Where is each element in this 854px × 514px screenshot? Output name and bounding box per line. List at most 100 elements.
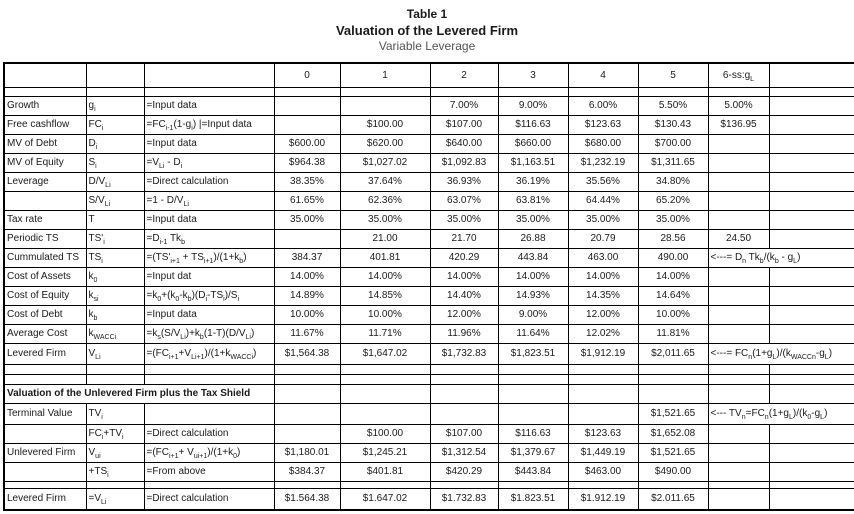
row-symbol: FCi xyxy=(85,114,145,135)
row-symbol: TSi xyxy=(85,247,145,268)
value-cell xyxy=(273,402,341,425)
section-row: Valuation of the Unlevered Firm plus the… xyxy=(3,383,854,404)
value-cell xyxy=(567,402,639,425)
empty-cell xyxy=(273,480,341,489)
row-formula: =Input data xyxy=(143,95,275,116)
column-header: 3 xyxy=(497,62,569,88)
empty-cell xyxy=(339,373,431,385)
empty-cell xyxy=(339,363,431,375)
value-cell: $1,521.65 xyxy=(637,402,709,425)
value-cell: 463.00 xyxy=(567,247,639,268)
table-row: Average Cost kWACCi =ks(S/VLi)+kb(1-T)(D/V… xyxy=(3,323,854,344)
value-cell: $100.00 xyxy=(339,423,431,444)
empty-cell xyxy=(3,373,87,385)
value-cell: $107.00 xyxy=(429,114,499,135)
empty-cell xyxy=(429,373,499,385)
value-cell: $116.63 xyxy=(497,114,569,135)
table-row: FCi+TVi =Direct calculation $100.00 $107.00… xyxy=(3,423,854,444)
row-formula: =(FCi+1+VLi+1)/(1+kWACCi) xyxy=(143,342,275,365)
table-row: MV of Equity Si =VLi - Di $964.38 $1,027.02 $… xyxy=(3,152,854,173)
value-cell: $100.00 xyxy=(339,114,431,135)
row-formula: =(TS'i+1 + TSi+1)/(1+kb) xyxy=(143,247,275,268)
row-symbol: Si xyxy=(85,152,145,173)
value-cell xyxy=(707,442,770,463)
empty-cell xyxy=(768,133,854,154)
row-formula: =(FCi+1+ Vui+1)/(1+k0) xyxy=(143,442,275,463)
value-cell: $1,449.19 xyxy=(567,442,639,463)
value-cell: $660.00 xyxy=(497,133,569,154)
empty-cell xyxy=(273,373,341,385)
value-cell: $1,232.19 xyxy=(567,152,639,173)
empty-cell xyxy=(143,480,275,489)
row-symbol: D/VLi xyxy=(85,171,145,192)
empty-cell xyxy=(768,423,854,444)
value-cell: 65.20% xyxy=(637,190,709,211)
value-cell: $1,311.65 xyxy=(637,152,709,173)
value-cell: $680.00 xyxy=(567,133,639,154)
corner-cell xyxy=(143,62,275,88)
value-cell: 14.40% xyxy=(429,285,499,306)
empty-cell xyxy=(707,373,770,385)
value-cell: 5.00% xyxy=(707,95,770,116)
empty-cell xyxy=(339,86,431,97)
empty-cell xyxy=(637,86,709,97)
table-title-block: Table 1 Valuation of the Levered Firm Va… xyxy=(0,0,854,55)
section-title: Valuation of the Unlevered Firm plus the… xyxy=(3,383,275,404)
value-cell: $600.00 xyxy=(273,133,341,154)
value-cell: $1,647.02 xyxy=(339,342,431,365)
value-cell: 37.64% xyxy=(339,171,431,192)
valuation-table-body: 0 1 2 3 4 5 6-ss:gL Growth gi =Input data 7.00% 9.0… xyxy=(3,62,854,511)
row-symbol: +TSi xyxy=(85,461,145,482)
row-formula: =Input data xyxy=(143,304,275,325)
value-cell: 35.00% xyxy=(637,209,709,230)
value-cell: 63.07% xyxy=(429,190,499,211)
value-cell: $1.823.51 xyxy=(497,487,569,511)
value-cell: $1,564.38 xyxy=(273,342,341,365)
empty-cell xyxy=(768,487,854,511)
comment-cell: <---= Dn Tkb/(kb - gL) xyxy=(707,247,854,268)
value-cell: 14.00% xyxy=(273,266,341,287)
empty-cell xyxy=(637,480,709,489)
value-cell: 35.00% xyxy=(429,209,499,230)
gap-row xyxy=(3,373,854,385)
row-symbol: Vui xyxy=(85,442,145,463)
value-cell: 35.56% xyxy=(567,171,639,192)
row-label: Cummulated TS xyxy=(3,247,87,268)
table-row: Terminal Value TVi $1,521.65 <--- TVn=FCn(1… xyxy=(3,402,854,425)
row-symbol: kWACCi xyxy=(85,323,145,344)
empty-cell xyxy=(143,363,275,375)
value-cell: 38.35% xyxy=(273,171,341,192)
row-symbol: kb xyxy=(85,304,145,325)
value-cell xyxy=(707,461,770,482)
row-label: Average Cost xyxy=(3,323,87,344)
value-cell: 63.81% xyxy=(497,190,569,211)
empty-cell xyxy=(497,86,569,97)
row-label xyxy=(3,190,87,211)
empty-cell xyxy=(497,373,569,385)
empty-cell xyxy=(3,86,87,97)
table-row: Cummulated TS TSi =(TS'i+1 + TSi+1)/(1+kb)… xyxy=(3,247,854,268)
value-cell: $420.29 xyxy=(429,461,499,482)
value-cell: 21.00 xyxy=(339,228,431,249)
empty-cell xyxy=(637,383,709,404)
value-cell xyxy=(339,402,431,425)
row-symbol: T xyxy=(85,209,145,230)
row-formula: =Input data xyxy=(143,133,275,154)
empty-cell xyxy=(768,209,854,230)
value-cell: 10.00% xyxy=(273,304,341,325)
table-row: +TSi =From above $384.37 $401.81 $420.29 $443… xyxy=(3,461,854,482)
value-cell: $1,312.54 xyxy=(429,442,499,463)
row-formula: =1 - D/VLi xyxy=(143,190,275,211)
value-cell: 11.96% xyxy=(429,323,499,344)
value-cell: $443.84 xyxy=(497,461,569,482)
value-cell: 5.50% xyxy=(637,95,709,116)
value-cell: 11.67% xyxy=(273,323,341,344)
column-header: 5 xyxy=(637,62,709,88)
gap-row xyxy=(3,86,854,97)
row-symbol: =VLi xyxy=(85,487,145,511)
value-cell: $1,521.65 xyxy=(637,442,709,463)
table-row: Cost of Assets k0 =Input dat 14.00% 14.00% 14… xyxy=(3,266,854,287)
value-cell: $1,652.08 xyxy=(637,423,709,444)
empty-cell xyxy=(707,363,770,375)
empty-cell xyxy=(768,171,854,192)
